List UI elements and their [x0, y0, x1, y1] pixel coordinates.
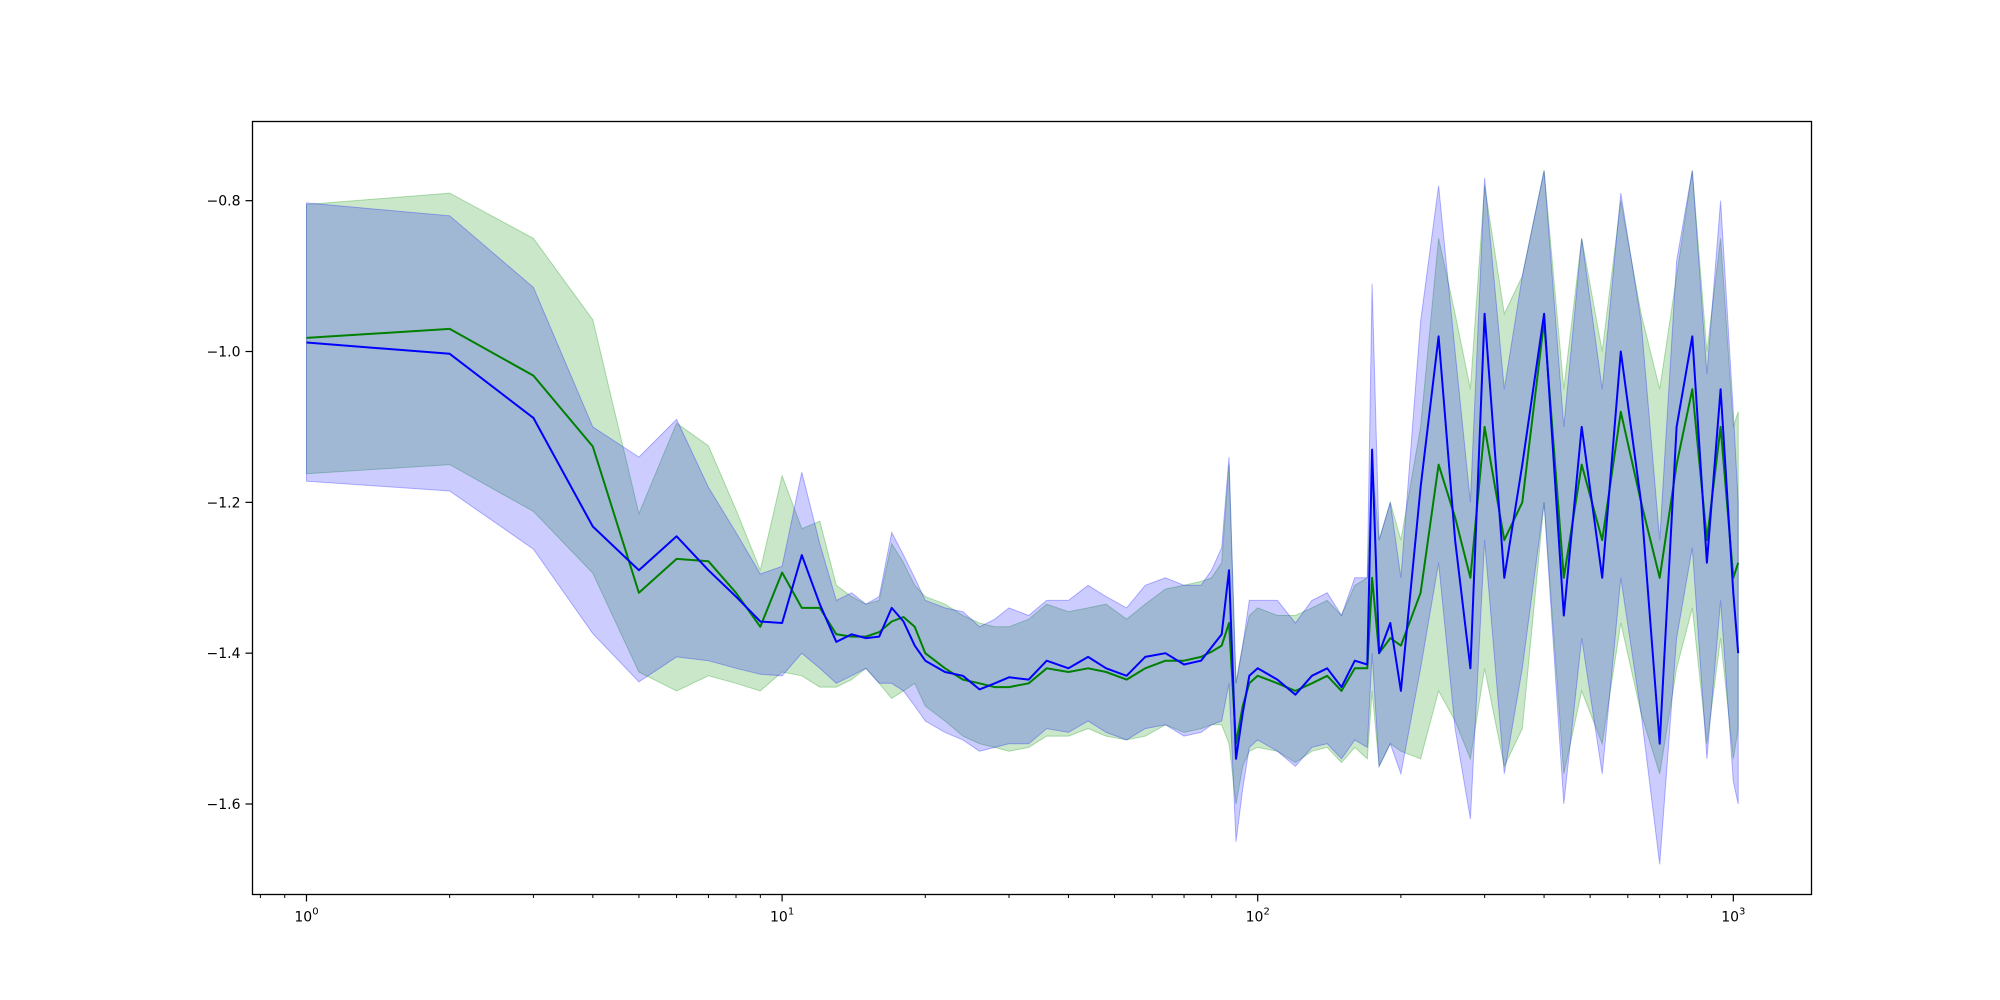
y-axis: −0.8 −1.0 −1.2 −1.4 −1.6 — [207, 194, 253, 813]
x-tick-label: 101 — [770, 907, 794, 926]
y-tick-label: −0.8 — [207, 194, 241, 210]
y-tick-label: −1.2 — [207, 495, 241, 511]
series-1-line — [306, 312, 1740, 760]
plot-frame — [251, 120, 1813, 896]
series-0-band — [306, 170, 1739, 805]
series-lines — [306, 312, 1740, 760]
x-tick-label: 100 — [294, 907, 318, 926]
confidence-bands — [306, 170, 1739, 865]
y-tick-label: −1.4 — [207, 646, 241, 662]
x-axis: 100 101 102 103 — [259, 894, 1745, 926]
series-1-band — [306, 170, 1739, 865]
y-tick-label: −1.0 — [207, 345, 241, 361]
x-tick-label: 102 — [1246, 907, 1270, 926]
y-tick-label: −1.6 — [207, 797, 241, 813]
x-tick-label: 103 — [1721, 907, 1745, 926]
